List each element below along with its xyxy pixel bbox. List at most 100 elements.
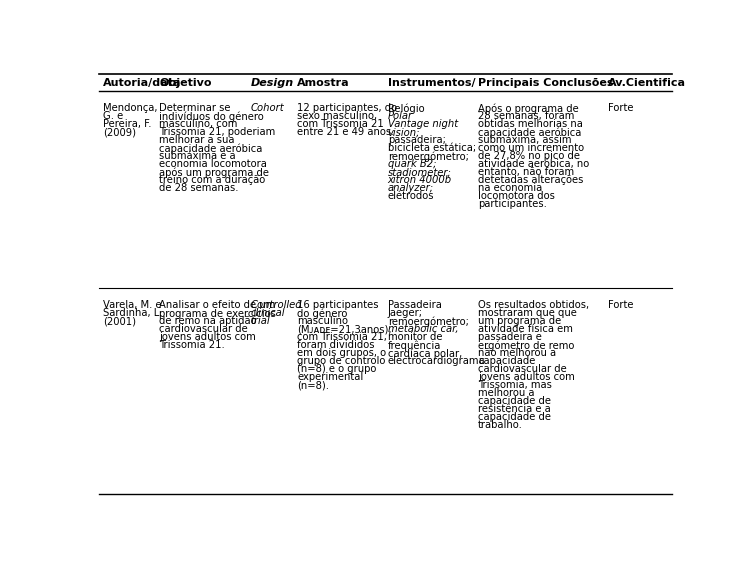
Text: mostraram que que: mostraram que que xyxy=(478,309,577,318)
Text: submáxima e a: submáxima e a xyxy=(159,151,236,161)
Text: passadeira e: passadeira e xyxy=(478,332,542,342)
Text: jovens adultos com: jovens adultos com xyxy=(478,372,575,382)
Text: elétrodos: elétrodos xyxy=(388,192,434,201)
Text: grupo de controlo: grupo de controlo xyxy=(297,356,386,366)
Text: masculino: masculino xyxy=(297,316,348,327)
Text: Após o programa de: Após o programa de xyxy=(478,103,579,114)
Text: Autoria/data: Autoria/data xyxy=(103,78,182,88)
Text: na economia: na economia xyxy=(478,183,542,193)
Text: capacidade de: capacidade de xyxy=(478,413,551,422)
Text: electrocardiograma: electrocardiograma xyxy=(388,356,485,366)
Text: analyzer;: analyzer; xyxy=(388,183,434,193)
Text: Vantage night: Vantage night xyxy=(388,119,458,129)
Text: capacidade: capacidade xyxy=(478,356,535,366)
Text: obtidas melhorias na: obtidas melhorias na xyxy=(478,119,583,129)
Text: Principais Conclusões: Principais Conclusões xyxy=(478,78,614,88)
Text: Forte: Forte xyxy=(608,300,633,310)
Text: xitron 4000b: xitron 4000b xyxy=(388,175,452,185)
Text: de 27,8% no pico de: de 27,8% no pico de xyxy=(478,151,580,161)
Text: clinical: clinical xyxy=(250,309,285,318)
Text: treino com a duração: treino com a duração xyxy=(159,175,265,185)
Text: como um incremento: como um incremento xyxy=(478,143,584,153)
Text: Trissomia 21.: Trissomia 21. xyxy=(159,340,225,350)
Text: submáxima, assim: submáxima, assim xyxy=(478,135,572,146)
Text: stadiometer;: stadiometer; xyxy=(388,167,452,178)
Text: quark B2;: quark B2; xyxy=(388,160,436,169)
Text: (2001): (2001) xyxy=(103,316,136,327)
Text: de remo na aptidão: de remo na aptidão xyxy=(159,316,257,327)
Text: Analisar o efeito de um: Analisar o efeito de um xyxy=(159,300,275,310)
Text: capacidade aeróbica: capacidade aeróbica xyxy=(478,128,581,138)
Text: Passadeira: Passadeira xyxy=(388,300,441,310)
Text: resistência e a: resistência e a xyxy=(478,404,550,414)
Text: Av.Cientifica: Av.Cientifica xyxy=(608,78,686,88)
Text: jovens adultos com: jovens adultos com xyxy=(159,332,256,342)
Text: Controlled: Controlled xyxy=(250,300,302,310)
Text: atividade aeróbica, no: atividade aeróbica, no xyxy=(478,160,590,169)
Text: cardiovascular de: cardiovascular de xyxy=(159,324,248,334)
Text: 16 participantes: 16 participantes xyxy=(297,300,379,310)
Text: Os resultados obtidos,: Os resultados obtidos, xyxy=(478,300,589,310)
Text: Polar: Polar xyxy=(388,111,413,121)
Text: detetadas alterações: detetadas alterações xyxy=(478,175,584,185)
Text: Instrumentos/: Instrumentos/ xyxy=(388,78,475,88)
Text: Determinar se: Determinar se xyxy=(159,103,231,114)
Text: (n=8).: (n=8). xyxy=(297,380,329,391)
Text: entre 21 e 49 anos.: entre 21 e 49 anos. xyxy=(297,128,395,137)
Text: remoergómetro;: remoergómetro; xyxy=(388,316,468,327)
Text: participantes.: participantes. xyxy=(478,200,547,210)
Text: passadeira;: passadeira; xyxy=(388,135,446,146)
Text: capacidade aeróbica: capacidade aeróbica xyxy=(159,143,262,154)
Text: após um programa de: após um programa de xyxy=(159,167,269,178)
Text: Mendonça,: Mendonça, xyxy=(103,103,158,114)
Text: economia locomotora: economia locomotora xyxy=(159,160,267,169)
Text: em dois grupos, o: em dois grupos, o xyxy=(297,348,387,359)
Text: melhorar a sua: melhorar a sua xyxy=(159,135,235,146)
Text: de 28 semanas.: de 28 semanas. xyxy=(159,183,239,193)
Text: remoergómetro;: remoergómetro; xyxy=(388,151,468,162)
Text: com Trissomia 21: com Trissomia 21 xyxy=(297,119,384,129)
Text: (n=8) e o grupo: (n=8) e o grupo xyxy=(297,364,377,374)
Text: bicicleta estática;: bicicleta estática; xyxy=(388,143,476,153)
Text: Objetivo: Objetivo xyxy=(159,78,212,88)
Text: capacidade de: capacidade de xyxy=(478,396,551,406)
Text: Trissomia 21, poderiam: Trissomia 21, poderiam xyxy=(159,128,275,137)
Text: masculino, com: masculino, com xyxy=(159,119,238,129)
Text: foram divididos: foram divididos xyxy=(297,340,375,350)
Text: Forte: Forte xyxy=(608,103,633,114)
Text: Amostra: Amostra xyxy=(297,78,350,88)
Text: entanto, não foram: entanto, não foram xyxy=(478,167,575,178)
Text: metabolic car,: metabolic car, xyxy=(388,324,458,334)
Text: um programa de: um programa de xyxy=(478,316,561,327)
Text: cardíaca polar,: cardíaca polar, xyxy=(388,348,462,359)
Text: sexo masculino,: sexo masculino, xyxy=(297,111,378,121)
Text: não melhorou a: não melhorou a xyxy=(478,348,556,359)
Text: trabalho.: trabalho. xyxy=(478,420,523,430)
Text: trial: trial xyxy=(250,316,271,327)
Text: do género: do género xyxy=(297,309,347,319)
Text: vision;: vision; xyxy=(388,128,420,137)
Text: indivíduos do género: indivíduos do género xyxy=(159,111,264,122)
Text: Cohort: Cohort xyxy=(250,103,284,114)
Text: 28 semanas, foram: 28 semanas, foram xyxy=(478,111,575,121)
Text: Sardinha, L.: Sardinha, L. xyxy=(103,309,163,318)
Text: ergómetro de remo: ergómetro de remo xyxy=(478,340,575,351)
Text: monitor de: monitor de xyxy=(388,332,442,342)
Text: melhorou a: melhorou a xyxy=(478,388,535,398)
Text: com Trissomia 21,: com Trissomia 21, xyxy=(297,332,387,342)
Text: Jaeger;: Jaeger; xyxy=(388,309,423,318)
Text: experimental: experimental xyxy=(297,372,364,382)
Text: G. e: G. e xyxy=(103,111,123,121)
Text: locomotora dos: locomotora dos xyxy=(478,192,555,201)
Text: programa de exercícios: programa de exercícios xyxy=(159,309,276,319)
Text: 12 participantes, do: 12 participantes, do xyxy=(297,103,398,114)
Text: Trissomia, mas: Trissomia, mas xyxy=(478,380,552,391)
Text: atividade física em: atividade física em xyxy=(478,324,573,334)
Text: (2009): (2009) xyxy=(103,128,136,137)
Text: Pereira, F.: Pereira, F. xyxy=(103,119,152,129)
Text: Design: Design xyxy=(250,78,294,88)
Text: Varela, M. e: Varela, M. e xyxy=(103,300,162,310)
Text: frequência: frequência xyxy=(388,340,441,351)
Text: cardiovascular de: cardiovascular de xyxy=(478,364,567,374)
Text: Relógio: Relógio xyxy=(388,103,427,114)
